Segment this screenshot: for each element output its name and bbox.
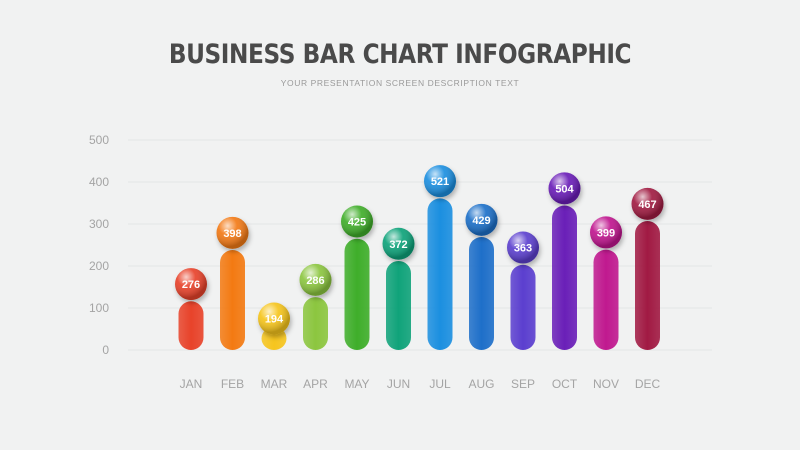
value-ball-mar: 194 — [258, 302, 290, 335]
x-tick-label: MAY — [344, 377, 369, 391]
bar-dec — [635, 221, 660, 350]
y-tick-label: 100 — [89, 301, 109, 315]
x-tick-label: FEB — [221, 377, 244, 391]
x-tick-label: SEP — [511, 377, 535, 391]
y-tick-label: 200 — [89, 259, 109, 273]
value-ball-feb: 398 — [216, 216, 249, 249]
bar-apr — [303, 297, 328, 350]
x-tick-label: NOV — [593, 377, 619, 391]
bar-jun — [386, 260, 411, 350]
bar-nov — [593, 249, 619, 350]
x-tick-label: JUN — [387, 377, 410, 391]
value-ball-oct: 504 — [548, 172, 581, 205]
bar-oct — [552, 205, 577, 350]
x-tick-label: DEC — [635, 377, 661, 391]
data-label: 194 — [265, 314, 284, 326]
data-label: 398 — [223, 228, 241, 240]
bar-jul — [427, 198, 453, 350]
x-tick-label: AUG — [468, 377, 494, 391]
value-ball-jul: 521 — [424, 165, 456, 198]
data-label: 521 — [431, 176, 449, 188]
value-ball-nov: 399 — [590, 216, 622, 249]
x-tick-label: JUL — [429, 377, 451, 391]
value-ball-may: 425 — [341, 205, 373, 238]
y-tick-label: 300 — [89, 217, 109, 231]
bar-feb — [220, 250, 245, 350]
value-ball-sep: 363 — [507, 231, 539, 264]
data-label: 425 — [348, 217, 366, 229]
value-ball-aug: 429 — [465, 203, 498, 236]
bar-aug — [469, 237, 494, 350]
chart-subtitle: YOUR PRESENTATION SCREEN DESCRIPTION TEX… — [280, 78, 520, 88]
y-tick-label: 500 — [89, 133, 109, 147]
data-label: 363 — [514, 243, 532, 255]
data-label: 467 — [638, 199, 656, 211]
bar-jan — [178, 301, 204, 350]
value-ball-jun: 372 — [382, 227, 415, 260]
value-ball-jan: 276 — [175, 268, 207, 301]
bar-sep — [510, 264, 536, 350]
x-tick-label: OCT — [552, 377, 578, 391]
bar-may — [344, 238, 370, 350]
chart-title: BUSINESS BAR CHART INFOGRAPHIC — [168, 39, 632, 70]
x-tick-label: APR — [303, 377, 328, 391]
data-label: 286 — [306, 275, 324, 287]
data-label: 372 — [389, 239, 407, 251]
y-tick-label: 0 — [102, 343, 109, 357]
x-tick-label: JAN — [180, 377, 203, 391]
x-tick-label: MAR — [261, 377, 288, 391]
data-label: 276 — [182, 279, 200, 291]
data-label: 399 — [597, 227, 615, 239]
value-ball-dec: 467 — [631, 187, 664, 220]
y-tick-label: 400 — [89, 175, 109, 189]
value-ball-apr: 286 — [299, 263, 332, 296]
data-label: 429 — [472, 215, 490, 227]
data-label: 504 — [555, 183, 574, 195]
